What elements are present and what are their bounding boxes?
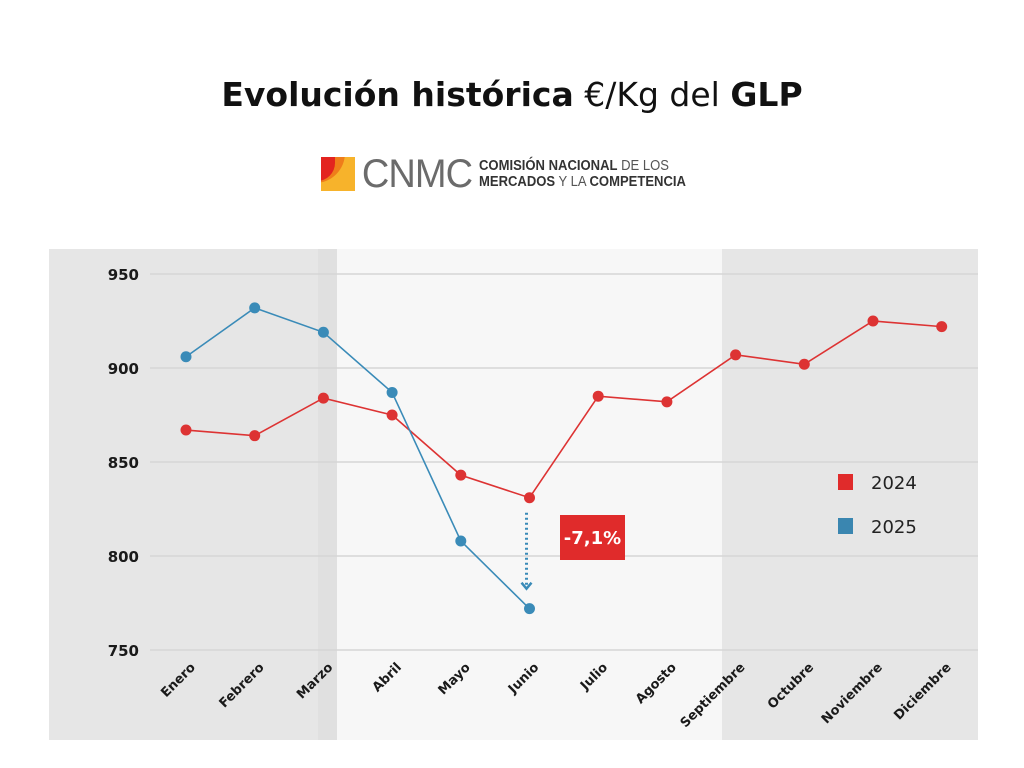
background-band-septiembre — [722, 249, 978, 740]
legend-swatch-2025 — [838, 518, 853, 534]
legend-label-2025: 2025 — [871, 517, 917, 538]
data-point-2025 — [317, 326, 329, 338]
logo-line2-bold2: COMPETENCIA — [589, 174, 686, 190]
data-point-2025 — [180, 351, 192, 363]
data-point-2025 — [249, 302, 261, 314]
data-point-2024 — [317, 392, 329, 404]
background-band-edge — [318, 249, 337, 740]
data-point-2024 — [386, 409, 398, 421]
data-point-2024 — [455, 469, 467, 481]
y-tick-label: 950 — [108, 266, 139, 284]
background-band-enero — [49, 249, 337, 740]
data-point-2024 — [592, 390, 604, 402]
data-point-2025 — [386, 386, 398, 398]
change-badge-label: -7,1% — [564, 528, 621, 549]
cnmc-logo: CNMC COMISIÓN NACIONAL DE LOS MERCADOS Y… — [321, 152, 709, 196]
y-tick-label: 750 — [108, 642, 139, 660]
logo-line2-bold1: MERCADOS — [478, 174, 556, 190]
data-point-2024 — [249, 430, 261, 442]
data-point-2024 — [867, 315, 879, 327]
data-point-2024 — [730, 349, 742, 361]
series-line-2025 — [185, 306, 531, 610]
data-point-2025 — [524, 603, 535, 615]
y-tick-label: 800 — [108, 548, 139, 566]
chart-title: Evolución histórica €/Kg del GLP — [0, 75, 1024, 114]
data-point-2024 — [180, 424, 192, 436]
change-badge — [560, 515, 625, 560]
series-line-2024 — [185, 320, 942, 499]
legend-swatch-2024 — [838, 474, 853, 490]
data-point-2024 — [524, 492, 535, 504]
title-bold-product: GLP — [730, 75, 803, 114]
title-bold-part: Evolución histórica — [221, 75, 574, 114]
y-tick-label: 900 — [108, 360, 139, 378]
legend-label-2024: 2024 — [871, 473, 917, 494]
data-point-2024 — [798, 358, 810, 370]
cnmc-logo-icon — [321, 157, 355, 191]
logo-full-name: COMISIÓN NACIONAL DE LOS MERCADOS Y LA C… — [479, 158, 686, 190]
logo-line2-light: Y LA — [558, 174, 586, 190]
logo-line1-bold: COMISIÓN NACIONAL — [478, 158, 618, 174]
logo-line1-light: DE LOS — [621, 158, 669, 174]
logo-acronym: CNMC — [361, 152, 473, 196]
data-point-2025 — [455, 535, 467, 547]
data-point-2024 — [661, 396, 673, 408]
y-tick-label: 850 — [108, 454, 139, 472]
title-light-part: €/Kg del — [584, 75, 720, 114]
data-point-2024 — [936, 321, 948, 333]
decline-arrow-head-icon — [520, 581, 533, 591]
